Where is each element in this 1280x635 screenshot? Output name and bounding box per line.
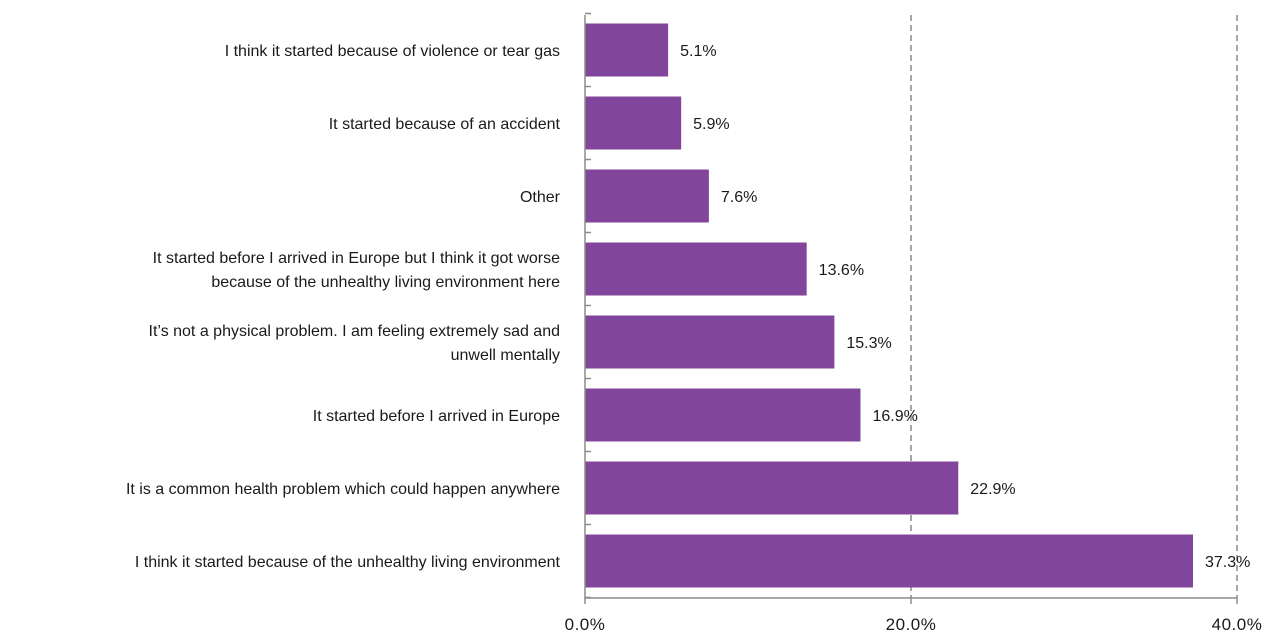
gridlines [910, 15, 1238, 598]
bars [585, 23, 1193, 588]
category-label-7: I think it started because of the unheal… [135, 554, 561, 571]
category-label-3: It started before I arrived in Europe bu… [153, 250, 560, 291]
category-label-1: It started because of an accident [329, 116, 561, 133]
axes [584, 12, 1238, 604]
x-tick-label-2: 40.0% [1212, 615, 1263, 634]
bar-2 [585, 169, 709, 223]
value-label-2: 7.6% [721, 189, 757, 206]
bar-6 [585, 461, 959, 515]
value-label-6: 22.9% [970, 481, 1015, 498]
bar-7 [585, 534, 1193, 588]
category-label-4: It’s not a physical problem. I am feelin… [149, 323, 560, 364]
labels: 0.0% 20.0% 40.0% I think it started because… [126, 43, 1262, 634]
value-label-3: 13.6% [819, 262, 864, 279]
bar-0 [585, 23, 669, 77]
value-label-5: 16.9% [872, 408, 917, 425]
bar-3 [585, 242, 807, 296]
bar-4 [585, 315, 835, 369]
value-label-4: 15.3% [846, 335, 891, 352]
bar-5 [585, 388, 861, 442]
category-label-0: I think it started because of violence o… [225, 43, 560, 60]
value-label-0: 5.1% [680, 43, 716, 60]
x-tick-label-1: 20.0% [886, 615, 937, 634]
value-label-7: 37.3% [1205, 554, 1250, 571]
category-label-5: It started before I arrived in Europe [313, 408, 560, 425]
x-tick-label-0: 0.0% [565, 615, 606, 634]
bar-1 [585, 96, 682, 150]
category-label-2: Other [520, 189, 561, 206]
category-label-6: It is a common health problem which coul… [126, 481, 560, 498]
value-label-1: 5.9% [693, 116, 729, 133]
